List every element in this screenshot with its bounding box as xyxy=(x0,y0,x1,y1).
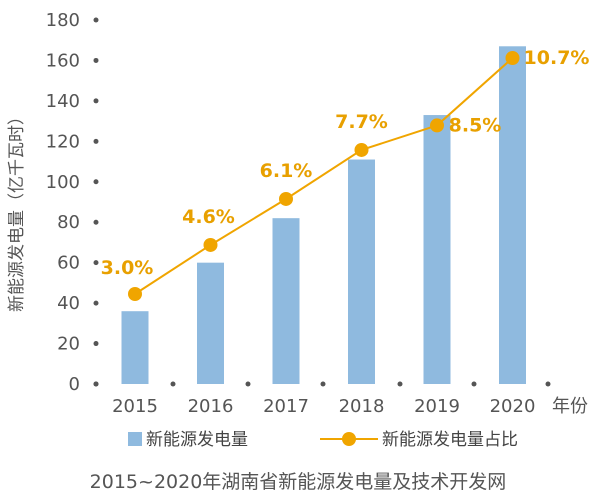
share-data-label: 10.7% xyxy=(524,47,590,69)
share-marker xyxy=(128,287,142,301)
share-data-label: 7.7% xyxy=(335,111,388,133)
y-tick-dot xyxy=(93,57,99,63)
y-tick-label: 0 xyxy=(69,374,80,395)
x-axis: 2015 2016 2017 2018 2019 2020 年份 xyxy=(93,381,588,417)
y-tick-dot xyxy=(93,300,99,306)
y-axis: 0 20 40 60 80 100 120 140 160 180 xyxy=(46,10,99,395)
bar xyxy=(272,218,300,384)
bar xyxy=(423,115,451,385)
y-tick-label: 60 xyxy=(57,253,80,274)
x-tick-dot xyxy=(545,381,551,387)
y-tick-label: 140 xyxy=(46,91,80,112)
x-tick-label: 2016 xyxy=(188,396,234,417)
y-tick-label: 20 xyxy=(57,334,80,355)
y-tick-dot xyxy=(93,260,99,266)
share-data-label: 6.1% xyxy=(260,160,313,182)
y-tick-dot xyxy=(93,179,99,185)
x-tick-dot xyxy=(320,381,326,387)
share-data-label: 8.5% xyxy=(449,114,502,136)
y-tick-label: 160 xyxy=(46,50,80,71)
y-tick-label: 40 xyxy=(57,293,80,314)
bar xyxy=(348,159,375,384)
share-marker xyxy=(203,237,218,252)
y-axis-label: 新能源发电量（亿千瓦时） xyxy=(7,108,27,312)
legend-swatch-bar xyxy=(128,432,142,446)
y-tick-label: 100 xyxy=(46,172,80,193)
line-series: 3.0% 4.6% 6.1% 7.7% 8.5% 10.7% xyxy=(101,47,590,301)
bar-series xyxy=(121,46,526,385)
chart-caption: 2015~2020年湖南省新能源发电量及技术开发网 xyxy=(90,471,507,493)
bar xyxy=(197,262,224,384)
legend: 新能源发电量 新能源发电量占比 xyxy=(128,430,518,450)
y-tick-label: 180 xyxy=(46,10,80,31)
y-tick-dot xyxy=(93,17,99,23)
x-tick-label: 2017 xyxy=(263,396,309,417)
y-tick-dot xyxy=(93,219,99,225)
y-tick-label: 120 xyxy=(46,131,80,152)
x-tick-label: 2020 xyxy=(490,396,536,417)
y-tick-dot xyxy=(93,341,99,347)
y-tick-dot xyxy=(93,138,99,144)
share-data-label: 3.0% xyxy=(101,257,154,279)
x-tick-dot xyxy=(471,381,477,387)
bar xyxy=(499,46,526,385)
share-line xyxy=(134,57,514,295)
share-marker xyxy=(279,191,293,206)
legend-swatch-marker xyxy=(342,432,356,446)
x-tick-dot xyxy=(170,381,176,387)
legend-label-line: 新能源发电量占比 xyxy=(382,430,518,450)
x-axis-unit: 年份 xyxy=(552,396,588,417)
y-tick-label: 80 xyxy=(57,212,80,233)
share-data-label: 4.6% xyxy=(182,206,235,228)
y-tick-dot xyxy=(93,98,99,104)
x-tick-dot xyxy=(93,381,99,387)
share-marker xyxy=(354,142,369,157)
x-tick-label: 2019 xyxy=(414,396,460,417)
x-tick-dot xyxy=(245,381,251,387)
x-tick-dot xyxy=(397,381,403,387)
share-marker xyxy=(505,51,520,65)
x-tick-label: 2015 xyxy=(112,396,158,417)
bar xyxy=(121,311,149,384)
share-marker xyxy=(430,118,444,133)
legend-label-bar: 新能源发电量 xyxy=(146,430,248,450)
x-tick-label: 2018 xyxy=(339,396,385,417)
